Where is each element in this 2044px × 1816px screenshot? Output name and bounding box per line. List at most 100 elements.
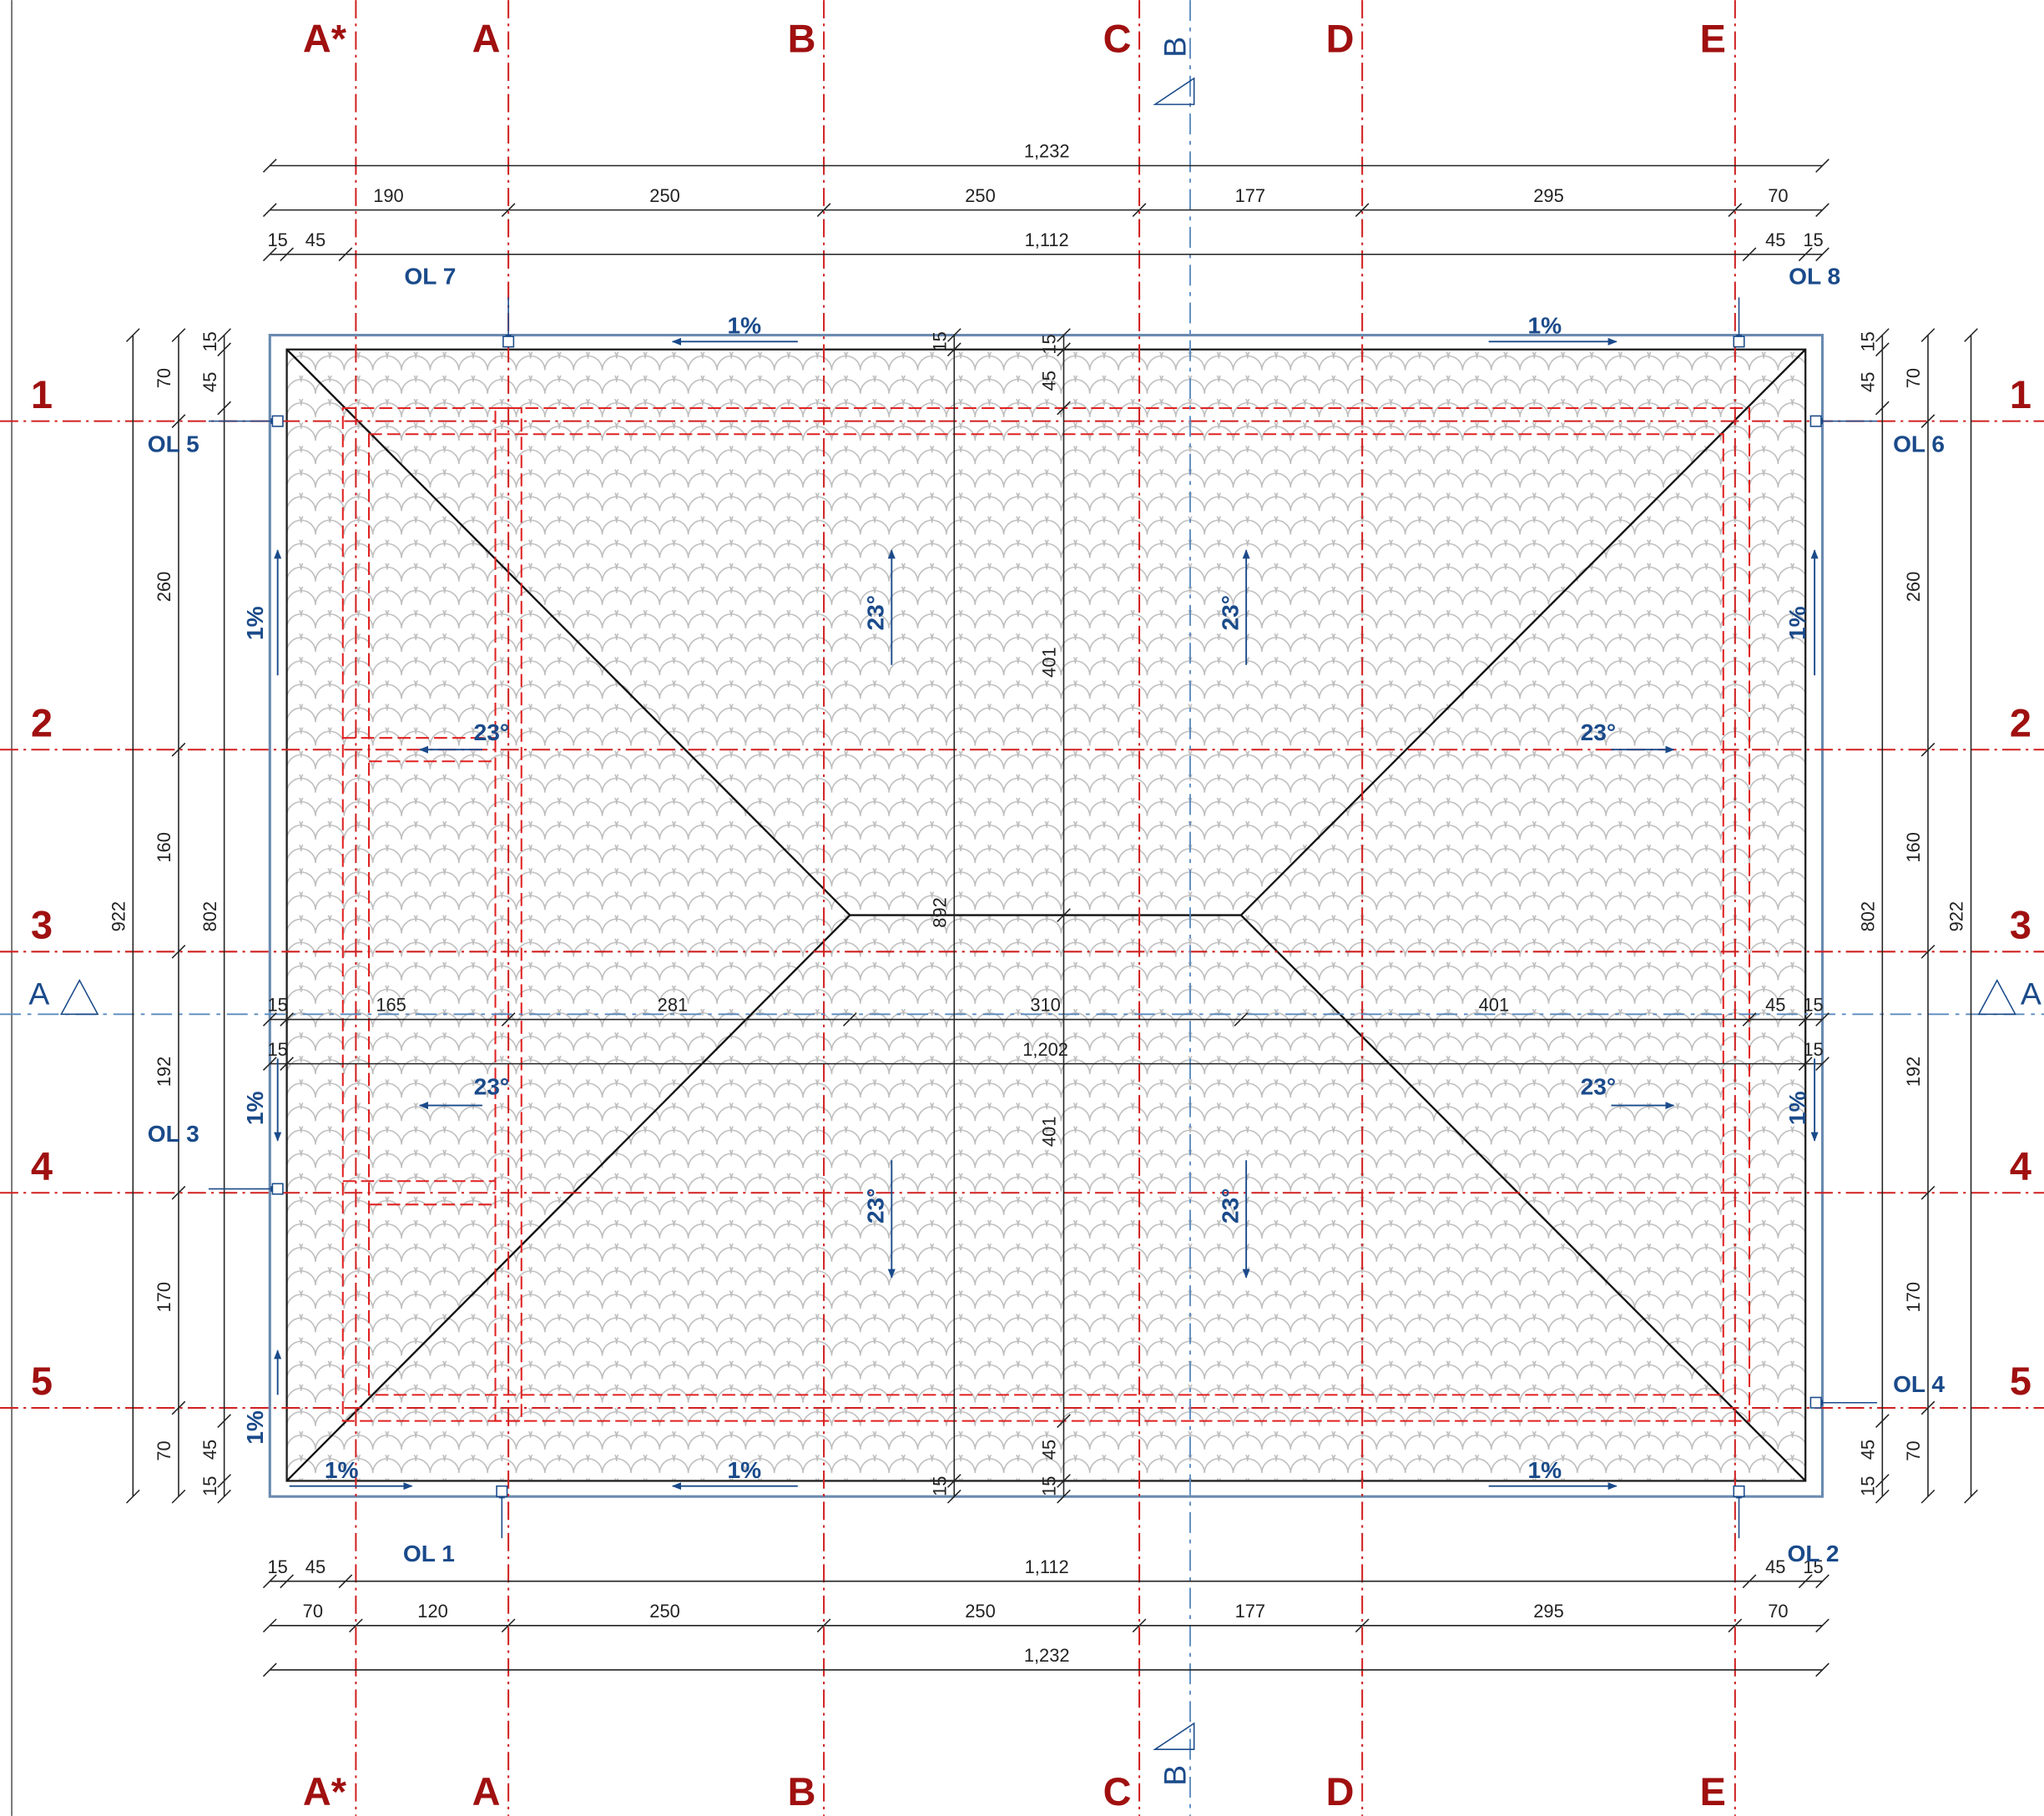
column-label: A: [472, 1770, 501, 1813]
dimension: 922: [108, 901, 129, 931]
dim-tick: [1875, 1489, 1890, 1504]
dim-tick: [1057, 328, 1071, 342]
dim-tick: [1234, 1012, 1249, 1027]
dim-tick: [946, 328, 961, 342]
outlet: [271, 1183, 284, 1195]
dimension: 160: [1903, 832, 1924, 862]
dimension: 295: [1533, 1601, 1563, 1622]
dim-tick: [1815, 247, 1830, 262]
dim-tick: [1875, 328, 1890, 342]
gutter-slope: 1%: [1527, 313, 1562, 339]
gutter-slope: 1%: [1527, 1457, 1562, 1483]
dim-tick: [1964, 328, 1978, 342]
dimension: 45: [1039, 1440, 1060, 1460]
dim-tick: [1355, 1618, 1370, 1633]
dimension: 260: [1903, 572, 1924, 602]
outlet: [502, 335, 515, 348]
dim-tick: [1920, 944, 1935, 959]
dim-tick: [1815, 1662, 1830, 1677]
gutter-slope: 1%: [728, 313, 762, 339]
column-label: A: [472, 18, 501, 61]
section-label: A: [2021, 976, 2041, 1011]
dim-tick: [171, 414, 186, 429]
dimension: 401: [1479, 995, 1509, 1016]
dim-tick: [1920, 1489, 1935, 1504]
dim-tick: [338, 247, 353, 262]
outlet-label: OL 5: [148, 431, 199, 457]
wall-outer: [341, 407, 1751, 1422]
dimension: 1,112: [1025, 230, 1069, 250]
dim-tick: [1815, 1012, 1830, 1027]
dim-tick: [501, 1012, 516, 1027]
row-label: 2: [2010, 701, 2031, 744]
dim-tick: [1815, 203, 1830, 217]
outlet-label: OL 4: [1893, 1371, 1945, 1397]
dimension: 15: [268, 1039, 288, 1060]
section-label: B: [1157, 1765, 1192, 1786]
dimension: 45: [1857, 372, 1878, 392]
dimension: 310: [1030, 995, 1060, 1016]
hip: [285, 914, 851, 1482]
dim-tick: [217, 1489, 232, 1504]
dimension: 45: [1765, 995, 1785, 1016]
dim-tick: [1815, 1574, 1830, 1589]
dim-tick: [262, 1574, 277, 1589]
dim-tick: [1815, 1618, 1830, 1633]
dimension: 190: [373, 185, 403, 206]
dim-tick: [1920, 328, 1935, 342]
column-label: A*: [303, 18, 347, 61]
dim-tick: [217, 1474, 232, 1488]
dim-tick: [1742, 1574, 1757, 1589]
dim-tick: [171, 944, 186, 959]
dimension: 45: [1765, 1556, 1785, 1577]
dimension: 177: [1235, 185, 1265, 206]
hip: [1240, 914, 1807, 1482]
dim-tick: [262, 1057, 277, 1072]
section-label: A: [28, 976, 49, 1011]
dim-tick: [946, 1474, 961, 1488]
dim-tick: [501, 1618, 516, 1633]
dimension: 70: [154, 368, 174, 388]
dim-tick: [1798, 1057, 1813, 1072]
outlet: [496, 1485, 508, 1497]
roof-slope: 23°: [474, 719, 510, 745]
dim-tick: [1875, 401, 1890, 416]
dim-tick: [946, 342, 961, 357]
dim-tick: [1964, 1489, 1978, 1504]
dim-tick: [816, 203, 831, 217]
outlet: [1733, 1485, 1745, 1497]
dim-tick: [217, 342, 232, 357]
section-marker: [60, 77, 2016, 1750]
dim-tick: [1875, 1414, 1890, 1428]
column-label: E: [1700, 1770, 1726, 1813]
dimension: 15: [1803, 1556, 1823, 1577]
dim-tick: [262, 247, 277, 262]
dim-tick: [217, 401, 232, 416]
dim-tick: [1057, 1489, 1071, 1504]
dimension: 15: [1803, 1039, 1823, 1060]
outlet-label: OL 7: [404, 263, 456, 289]
dim-tick: [1132, 1618, 1147, 1633]
dimension: 250: [965, 1601, 995, 1622]
dimension: 170: [1903, 1282, 1924, 1312]
dim-tick: [1875, 342, 1890, 357]
outlet-label: OL 3: [148, 1121, 199, 1147]
row-label: 4: [31, 1145, 53, 1188]
hips: [285, 348, 1807, 1482]
dim-tick: [1057, 342, 1071, 357]
dimension: 1,232: [1024, 141, 1070, 162]
dimension: 15: [1857, 331, 1878, 351]
column-label: C: [1103, 18, 1132, 61]
outlet-label: OL 2: [1788, 1541, 1840, 1566]
dimension: 260: [154, 572, 174, 602]
roof-slope: 23°: [863, 595, 889, 631]
dimension: 1,202: [1022, 1039, 1068, 1060]
row-label: 5: [2010, 1359, 2031, 1403]
dim-tick: [816, 1618, 831, 1633]
dim-tick: [1798, 247, 1813, 262]
dim-tick: [280, 1057, 294, 1072]
dimension: 120: [417, 1601, 447, 1622]
dim-tick: [217, 1414, 232, 1428]
